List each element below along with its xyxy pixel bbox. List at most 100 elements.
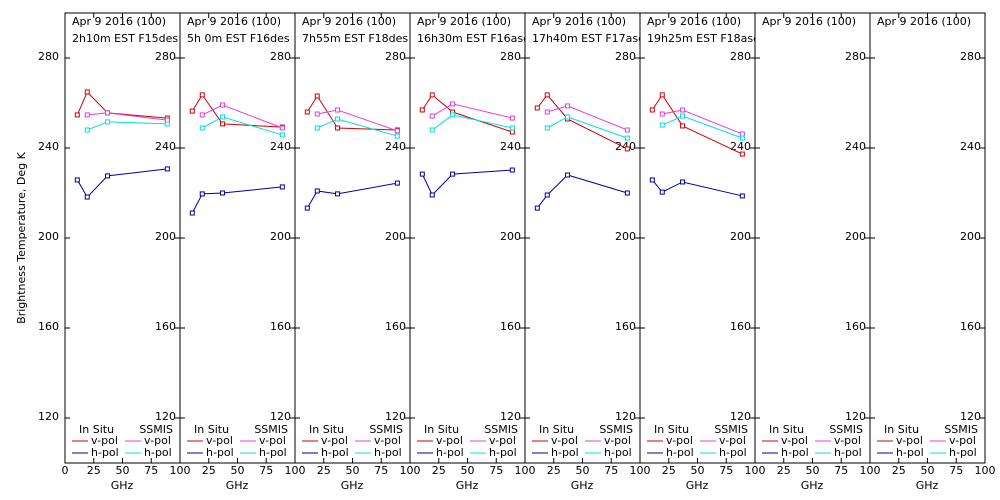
x-tick-label: 0 [62,464,69,477]
point [534,205,540,211]
legend-label: v-pol [834,434,861,447]
x-tick-label: 100 [400,464,421,477]
x-tick-label: 100 [630,464,651,477]
point [649,107,655,113]
panel-title: Apr 9 2016 (100) [647,15,741,28]
y-tick-label: 160 [500,320,521,333]
point [314,125,320,131]
y-tick-label: 280 [155,50,176,63]
x-axis-label: GHz [916,479,939,492]
legend-label: h-pol [144,446,172,459]
legend-label: v-pol [259,434,286,447]
x-tick-label: 50 [806,464,820,477]
y-tick-label: 120 [155,410,176,423]
point [74,177,80,183]
point [659,189,665,195]
point [220,102,226,108]
y-tick-label: 200 [730,230,751,243]
point [314,188,320,194]
point [84,89,90,95]
legend-label: h-pol [259,446,287,459]
legend-group-title: In Situ [79,423,114,436]
x-axis-label: GHz [456,479,479,492]
point [74,112,80,118]
point [450,101,456,107]
x-tick-label: 50 [576,464,590,477]
x-tick-label: 25 [317,464,331,477]
point [649,177,655,183]
legend-label: h-pol [949,446,977,459]
y-tick-label: 280 [500,50,521,63]
y-tick-label: 240 [500,140,521,153]
panel-title: Apr 9 2016 (100) [187,15,281,28]
point [335,191,341,197]
y-tick-label: 120 [385,410,406,423]
y-tick-label: 240 [385,140,406,153]
x-tick-label: 25 [892,464,906,477]
y-tick-label: 120 [960,410,981,423]
y-tick-label: 200 [845,230,866,243]
x-tick-label: 75 [719,464,733,477]
point [624,190,630,196]
legend-group-title: SSMIS [599,423,633,436]
point [279,184,285,190]
point [565,114,571,120]
y-tick-label: 240 [270,140,291,153]
point [164,166,170,172]
panel: 120 160 200 240 280 25 50 75 100 GHz Apr 9 2016 (1… [179,12,306,492]
legend-label: v-pol [719,434,746,447]
y-axis-label: Brightness Temperature, Deg K [15,151,28,323]
legend-group-title: In Situ [539,423,574,436]
series-line [536,94,628,150]
y-tick-label: 200 [385,230,406,243]
legend-label: v-pol [206,434,233,447]
legend-label: v-pol [896,434,923,447]
panel-subtitle: 2h10m EST F15des [72,32,178,45]
point [624,135,630,141]
legend-label: h-pol [321,446,349,459]
series-line [651,179,743,197]
point [659,122,665,128]
x-tick-label: 75 [604,464,618,477]
panel-subtitle: 17h40m EST F17asc [532,32,644,45]
y-tick-label: 200 [155,230,176,243]
point [189,108,195,114]
x-tick-label: 25 [202,464,216,477]
point [279,125,285,131]
point [739,135,745,141]
point [220,114,226,120]
point [394,133,400,139]
series-line [87,112,168,121]
legend-group-title: SSMIS [139,423,173,436]
y-tick-label: 160 [730,320,751,333]
point [544,125,550,131]
y-tick-label: 240 [730,140,751,153]
legend-label: h-pol [719,446,747,459]
point [335,116,341,122]
point [199,112,205,118]
point [509,115,515,121]
point [739,151,745,157]
legend-group-title: In Situ [194,423,229,436]
panel-title: Apr 9 2016 (100) [417,15,511,28]
point [304,109,310,115]
x-axis-label: GHz [341,479,364,492]
x-tick-label: 100 [285,464,306,477]
x-tick-label: 25 [432,464,446,477]
series-line [547,116,628,139]
x-tick-label: 50 [691,464,705,477]
point [314,111,320,117]
legend-group-title: SSMIS [484,423,518,436]
x-tick-label: 100 [170,464,191,477]
point [544,192,550,198]
x-tick-label: 100 [975,464,996,477]
series-line [421,169,513,196]
legend-label: v-pol [949,434,976,447]
legend-group-title: SSMIS [829,423,863,436]
x-axis-label: GHz [226,479,249,492]
y-tick-label: 240 [845,140,866,153]
y-tick-label: 120 [615,410,636,423]
point [279,132,285,138]
legend-group-title: In Situ [654,423,689,436]
